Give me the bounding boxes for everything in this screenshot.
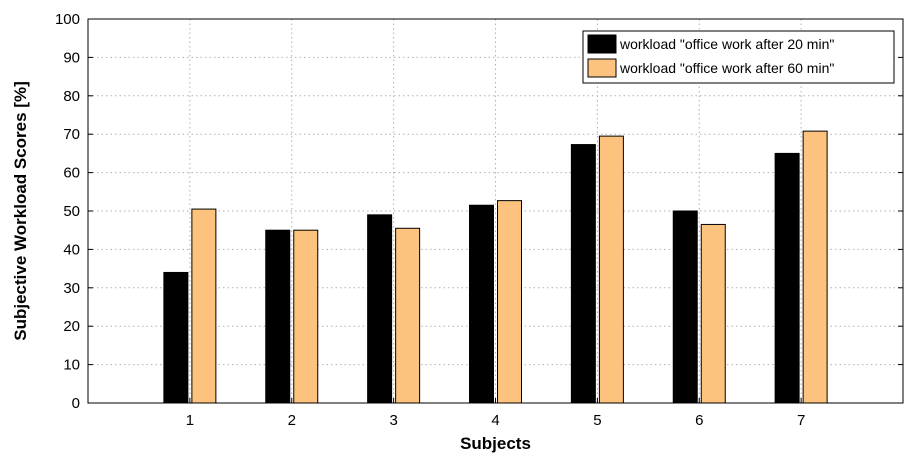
- y-tick-label: 10: [63, 357, 80, 374]
- bar-series1-subject-7: [774, 152, 800, 404]
- bar-series2-subject-5: [598, 135, 624, 404]
- legend-label: workload "office work after 60 min": [619, 60, 834, 76]
- x-axis-title: Subjects: [460, 434, 531, 453]
- y-tick-label: 20: [63, 318, 80, 335]
- y-tick-label: 70: [63, 126, 80, 143]
- bar-series2-subject-1: [191, 208, 217, 404]
- y-tick-label: 40: [63, 241, 80, 258]
- x-tick-label: 1: [186, 412, 194, 429]
- y-tick-label: 50: [63, 203, 80, 220]
- y-tick-label: 90: [63, 49, 80, 66]
- bar-series2-subject-3: [395, 227, 421, 404]
- bar-series2-subject-6: [700, 223, 726, 404]
- x-tick-label: 4: [491, 412, 499, 429]
- bar-series1-subject-2: [265, 229, 291, 404]
- y-tick-label: 80: [63, 88, 80, 105]
- legend-swatch: [587, 58, 617, 78]
- x-tick-label: 6: [695, 412, 703, 429]
- y-axis-title: Subjective Workload Scores [%]: [11, 81, 30, 340]
- x-tick-label: 3: [389, 412, 397, 429]
- y-tick-label: 100: [55, 11, 80, 28]
- bar-series1-subject-1: [163, 271, 189, 404]
- legend-box: [582, 30, 895, 84]
- y-tick-label: 60: [63, 165, 80, 182]
- bars: [163, 130, 828, 404]
- y-tick-label: 30: [63, 280, 80, 297]
- x-axis-ticks: 1 2 3 4 5 6 7: [186, 398, 805, 429]
- bar-series1-subject-3: [367, 214, 393, 404]
- bar-series2-subject-4: [497, 200, 522, 404]
- bar-series1-subject-5: [570, 144, 596, 404]
- bar-series1-subject-6: [672, 210, 698, 404]
- bar-series2-subject-2: [293, 229, 319, 404]
- legend-swatch: [587, 34, 617, 54]
- y-axis-ticks: 0 10 20 30 40 50 60 70 80 90 100: [55, 11, 903, 412]
- x-tick-label: 2: [288, 412, 296, 429]
- y-tick-label: 0: [72, 395, 80, 412]
- bar-series1-subject-4: [469, 204, 494, 404]
- x-tick-label: 7: [797, 412, 805, 429]
- legend-label: workload "office work after 20 min": [619, 36, 834, 52]
- bar-series2-subject-7: [802, 130, 828, 404]
- legend: workload "office work after 20 min" workl…: [582, 30, 895, 84]
- x-tick-label: 5: [593, 412, 601, 429]
